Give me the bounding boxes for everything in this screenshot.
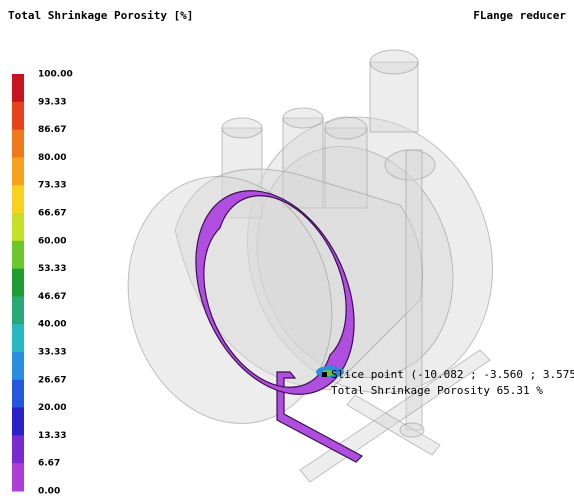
slice-point-marker <box>322 372 327 377</box>
legend-swatch <box>12 380 24 408</box>
legend-label: 60.00 <box>38 236 66 246</box>
legend-swatch <box>12 185 24 213</box>
model-name: FLange reducer <box>473 9 566 22</box>
legend-swatch <box>12 435 24 463</box>
legend-swatch <box>12 408 24 436</box>
legend-label: 13.33 <box>38 431 66 441</box>
simulation-view: Total Shrinkage Porosity [%] FLange redu… <box>0 0 574 504</box>
color-legend: 100.00 93.33 86.67 80.00 73.33 66.67 60.00 53.3… <box>12 70 73 497</box>
legend-swatch <box>12 296 24 324</box>
legend-label: 93.33 <box>38 97 66 107</box>
legend-label: 73.33 <box>38 181 66 191</box>
casting-model <box>101 50 531 482</box>
result-title: Total Shrinkage Porosity [%] <box>8 9 193 22</box>
legend-swatch <box>12 269 24 297</box>
legend-label: 40.00 <box>38 320 66 330</box>
legend-label: 100.00 <box>38 70 73 80</box>
legend-label: 53.33 <box>38 264 66 274</box>
legend-label: 80.00 <box>38 153 66 163</box>
legend-label: 33.33 <box>38 348 66 358</box>
legend-label: 26.67 <box>38 375 66 385</box>
legend-swatch <box>12 157 24 185</box>
legend-label: 86.67 <box>38 125 66 135</box>
legend-swatch <box>12 130 24 158</box>
slice-point-label: Slice point (-10.082 ; -3.560 ; 3.575) <box>331 368 574 381</box>
legend-swatch <box>12 463 24 491</box>
legend-swatch <box>12 324 24 352</box>
legend-label: 0.00 <box>38 487 60 497</box>
legend-label: 46.67 <box>38 292 66 302</box>
slice-value-label: Total Shrinkage Porosity 65.31 % <box>331 384 543 397</box>
legend-label: 66.67 <box>38 209 66 219</box>
legend-label: 6.67 <box>38 459 60 469</box>
legend-swatch <box>12 352 24 380</box>
legend-swatch <box>12 102 24 130</box>
legend-swatch <box>12 241 24 269</box>
legend-label: 20.00 <box>38 403 66 413</box>
legend-swatch <box>12 213 24 241</box>
legend-swatch <box>12 74 24 102</box>
